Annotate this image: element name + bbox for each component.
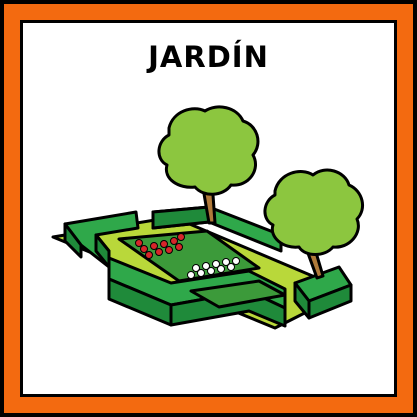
grass-strip: [189, 279, 287, 309]
garden-illustration: [51, 105, 365, 330]
tree-foliage-1: [157, 105, 260, 196]
card-panel: JARDÍN: [20, 20, 397, 397]
card-title: JARDÍN: [148, 40, 269, 74]
tree-foliage-2: [263, 168, 365, 256]
white-flowers: [187, 257, 240, 279]
red-flowers: [135, 233, 185, 259]
